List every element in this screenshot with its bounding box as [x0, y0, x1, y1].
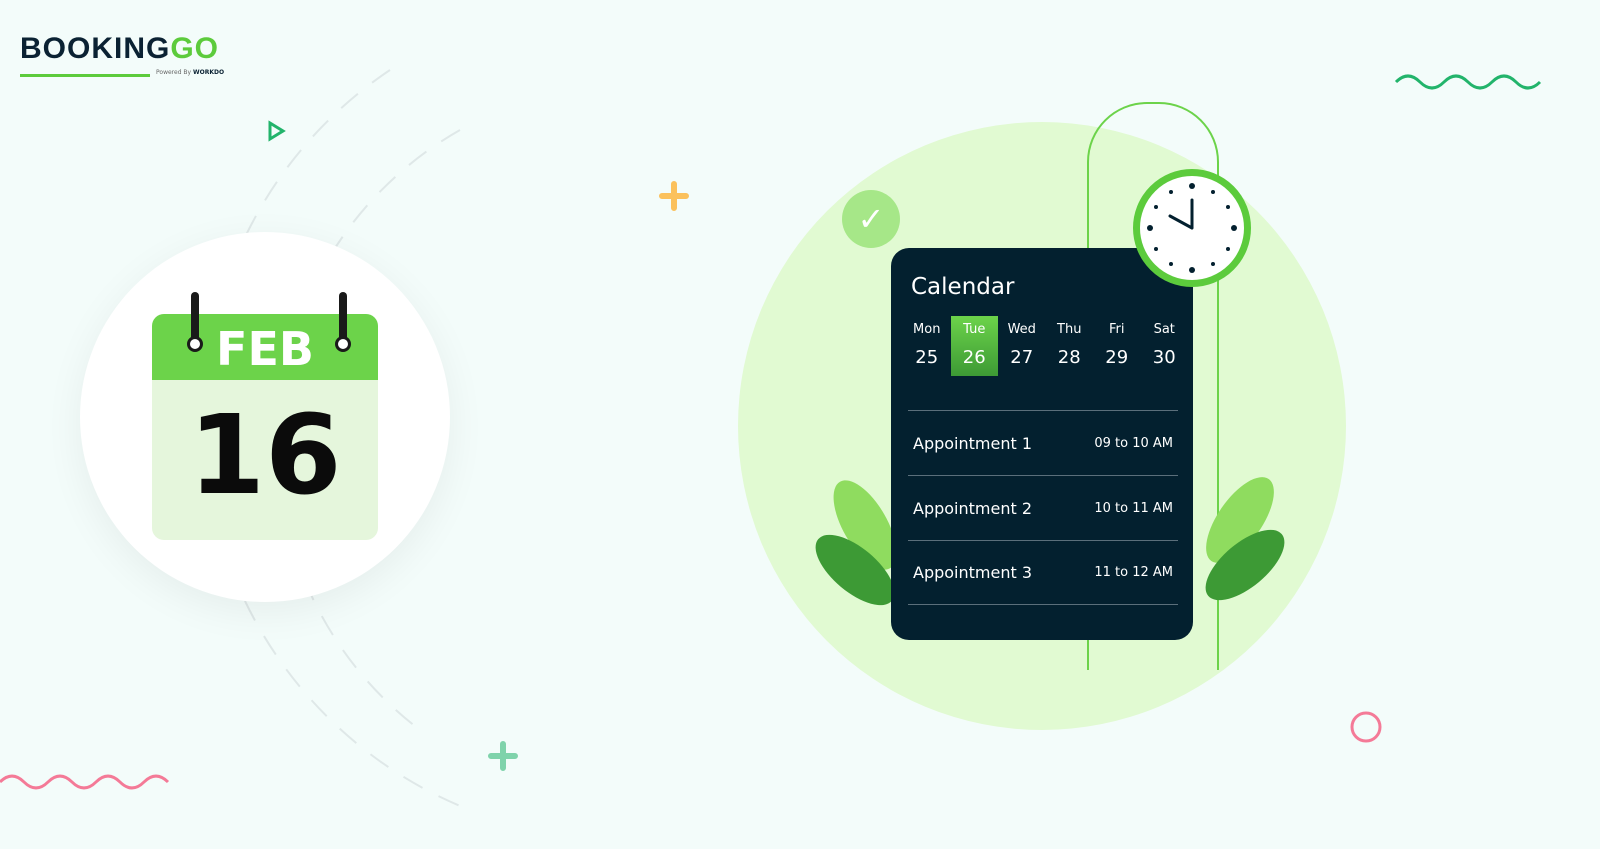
day-thu[interactable]: Thu 28: [1057, 322, 1082, 368]
powered-by: Powered By WORKDO: [156, 69, 225, 76]
logo-underline: [20, 74, 150, 77]
day-sat[interactable]: Sat 30: [1152, 322, 1176, 368]
binder-hole: [187, 336, 203, 352]
plus-icon-teal: [488, 741, 518, 771]
leaf-icon: [815, 480, 897, 606]
date-day: 16: [188, 391, 342, 519]
appointment-item[interactable]: Appointment 1 09 to 10 AM: [908, 410, 1178, 475]
leaf-icon: [1205, 477, 1285, 601]
dashed-arc-inner: [276, 129, 461, 731]
week-days: Mon 25 Tue 26 Wed 27 Thu 28 Fri 29 Sat 30: [903, 316, 1188, 376]
day-tue-selected[interactable]: Tue 26: [950, 316, 998, 376]
binder-ring-icon: [339, 292, 347, 344]
appointment-item[interactable]: Appointment 3 11 to 12 AM: [908, 540, 1178, 605]
clock-icon: [1133, 169, 1251, 287]
check-icon: ✓: [842, 190, 900, 248]
brand-logo[interactable]: BOOKINGGO: [20, 32, 220, 65]
appointment-list: Appointment 1 09 to 10 AM Appointment 2 10…: [908, 410, 1178, 605]
day-wed[interactable]: Wed 27: [1007, 322, 1036, 368]
plus-icon-orange: [659, 181, 689, 211]
appointment-item[interactable]: Appointment 2 10 to 11 AM: [908, 475, 1178, 540]
calendar-title: Calendar: [911, 274, 1015, 300]
play-icon: [268, 120, 286, 142]
binder-ring-icon: [191, 292, 199, 344]
day-mon[interactable]: Mon 25: [913, 322, 941, 368]
ring-pink: [1350, 711, 1382, 743]
wave-green: [1394, 74, 1542, 90]
calendar-panel: Calendar Mon 25 Tue 26 Wed 27 Thu 28 Fri 29 S…: [891, 248, 1193, 640]
day-fri[interactable]: Fri 29: [1105, 322, 1129, 368]
wave-pink: [0, 774, 170, 790]
binder-hole: [335, 336, 351, 352]
